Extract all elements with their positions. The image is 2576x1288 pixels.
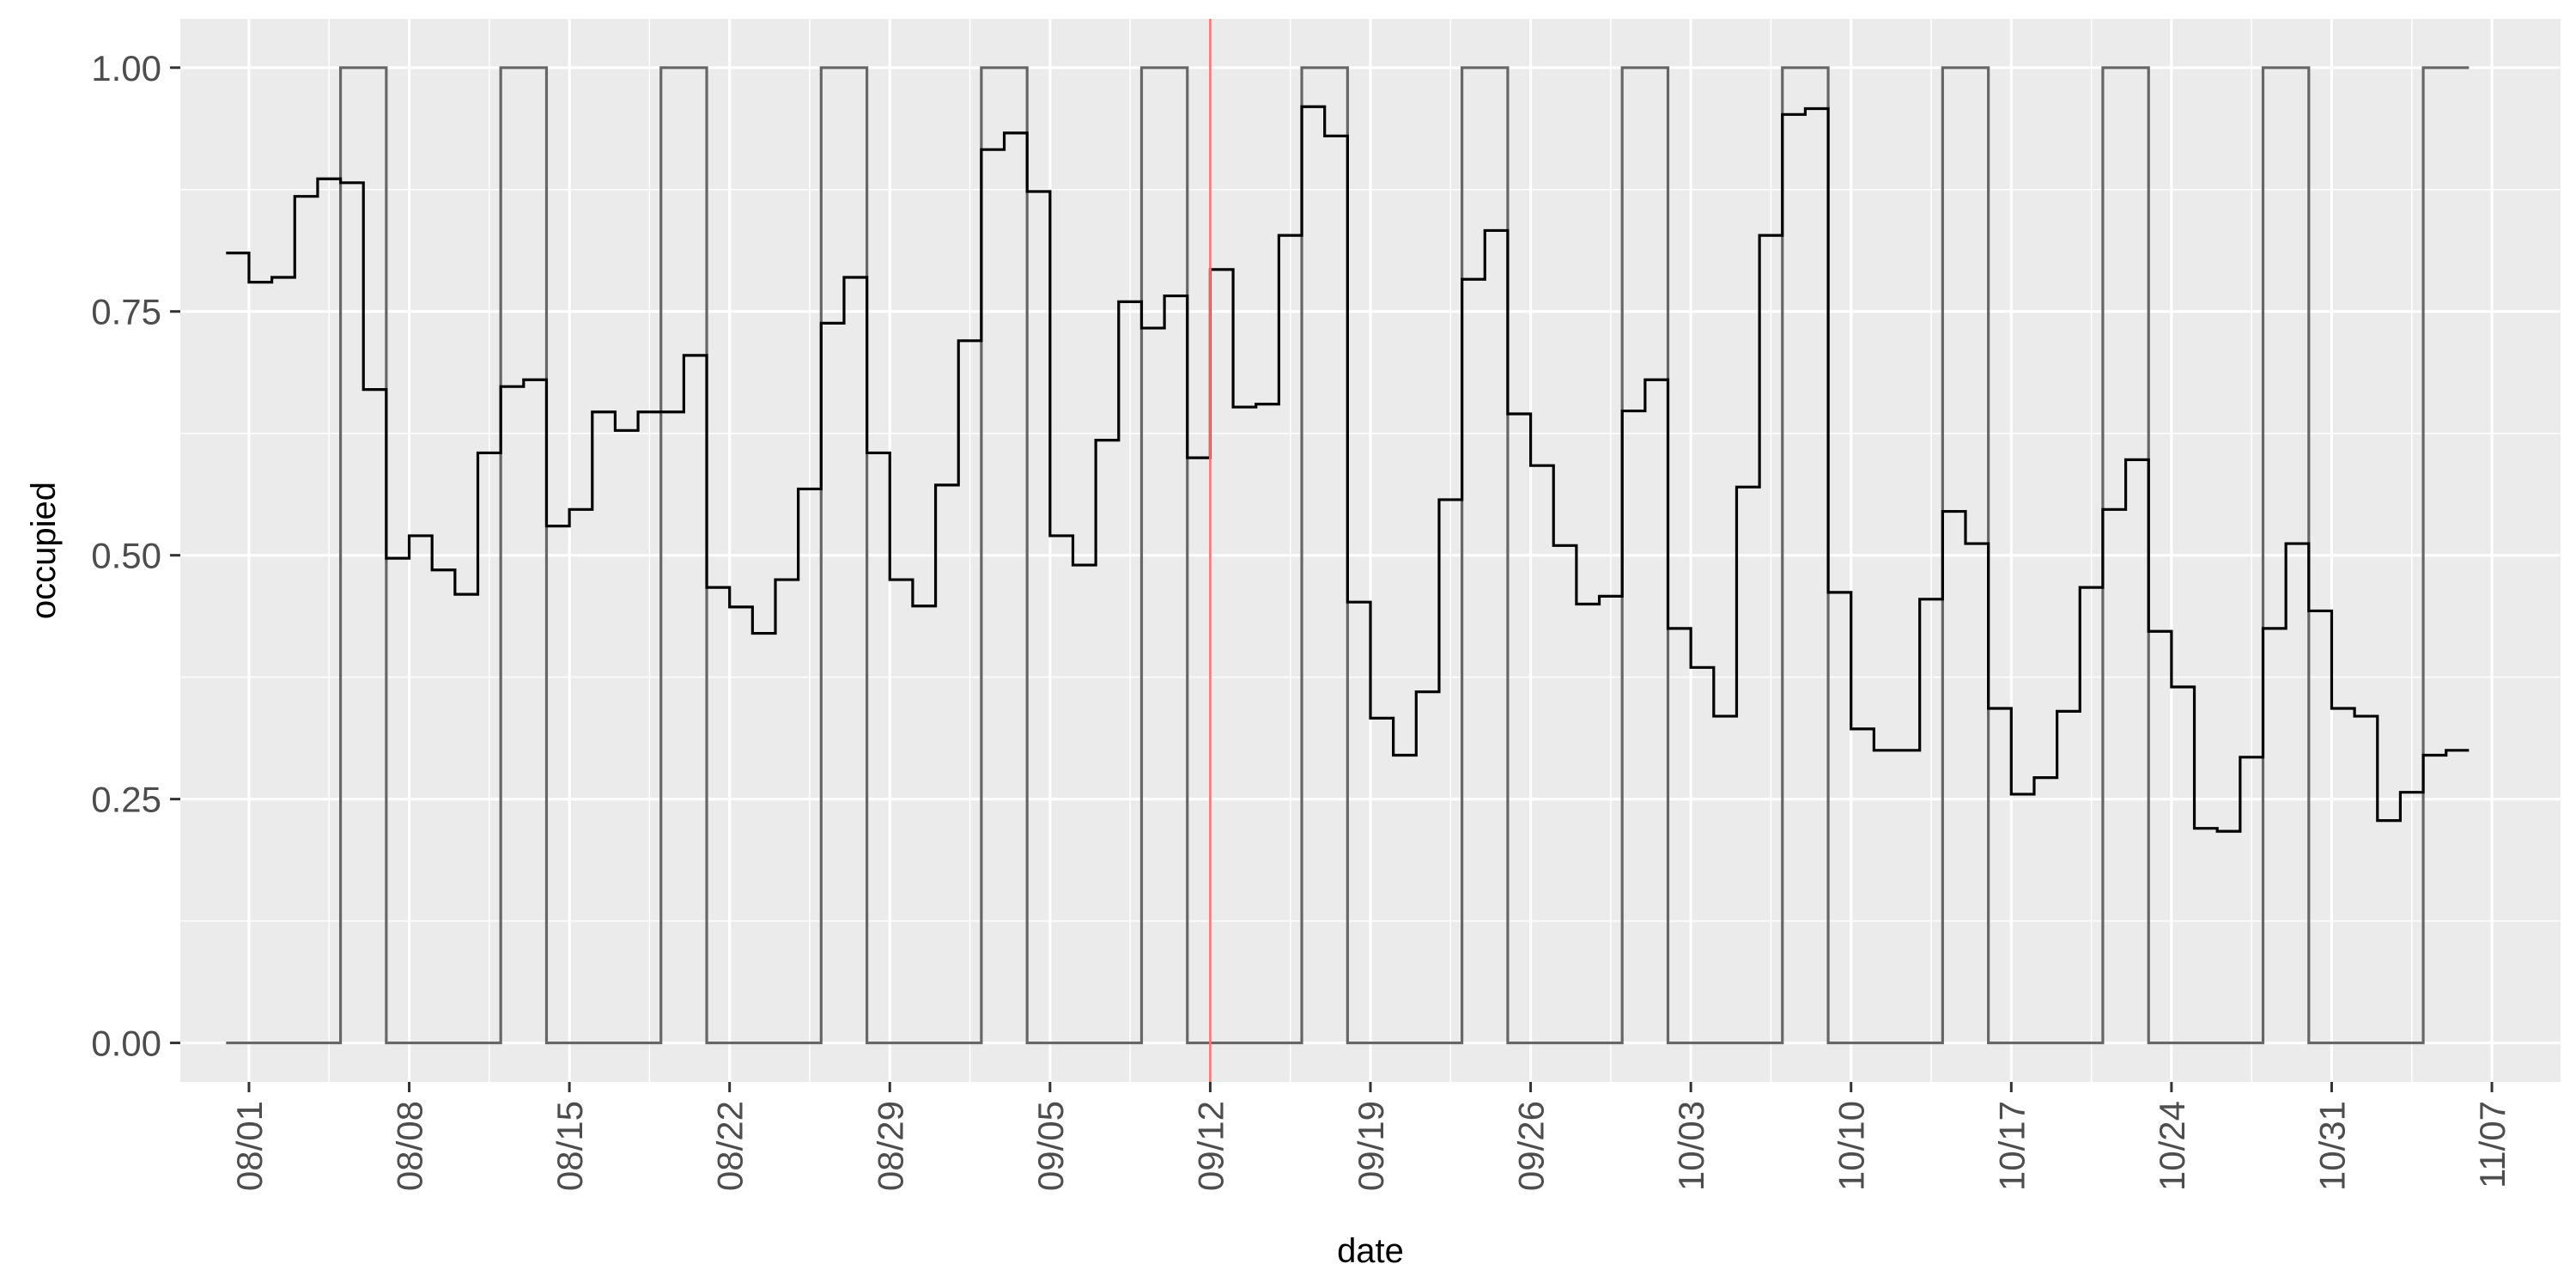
y-tick-label: 0.75 [91, 292, 161, 332]
x-tick-label: 09/26 [1511, 1101, 1552, 1191]
x-tick-labels: 08/01 08/08 08/15 08/22 08/29 09/05 09/12 09/19… [229, 1101, 2512, 1191]
series-step-line [226, 105, 2470, 833]
axis-ticks [170, 66, 2494, 1092]
y-tick-label: 0.25 [91, 780, 161, 820]
x-tick-label: 08/29 [870, 1101, 910, 1191]
y-tick-label: 0.50 [91, 536, 161, 576]
x-tick-label: 10/03 [1671, 1101, 1711, 1191]
x-tick-label: 09/12 [1190, 1101, 1230, 1191]
y-tick-label: 1.00 [91, 48, 161, 88]
x-tick-label: 10/31 [2312, 1101, 2352, 1191]
x-axis-title: date [1337, 1232, 1404, 1270]
x-tick-label: 08/01 [229, 1101, 270, 1191]
series-layer [226, 66, 2470, 1045]
x-tick-label: 08/22 [710, 1101, 750, 1191]
x-tick-label: 10/24 [2152, 1101, 2192, 1191]
y-axis-title: occupied [25, 482, 63, 619]
y-tick-labels: 0.00 0.25 0.50 0.75 1.00 [91, 48, 161, 1064]
x-tick-label: 11/07 [2472, 1101, 2512, 1188]
x-tick-label: 08/08 [390, 1101, 430, 1191]
x-tick-label: 09/19 [1351, 1101, 1391, 1191]
x-tick-label: 10/17 [1991, 1101, 2032, 1191]
x-tick-label: 10/10 [1832, 1101, 1872, 1191]
x-tick-label: 08/15 [550, 1101, 590, 1191]
x-tick-label: 09/05 [1030, 1101, 1071, 1191]
y-tick-label: 0.00 [91, 1024, 161, 1064]
